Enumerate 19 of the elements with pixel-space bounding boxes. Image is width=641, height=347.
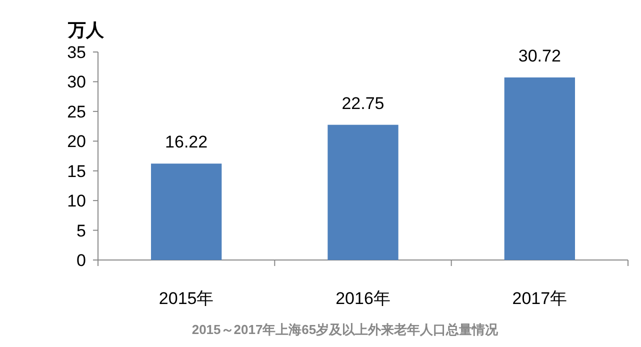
data-label: 16.22	[165, 132, 208, 152]
data-label: 22.75	[342, 94, 384, 113]
y-tick-label: 10	[67, 192, 86, 211]
y-tick-label: 25	[67, 102, 86, 122]
bar	[151, 164, 222, 260]
data-label: 30.72	[518, 46, 561, 66]
y-tick-label: 15	[67, 162, 86, 181]
y-tick-label: 0	[76, 251, 86, 270]
y-tick-label: 30	[67, 72, 86, 92]
y-axis-title: 万人	[67, 20, 105, 40]
bar	[504, 77, 575, 260]
x-tick-label: 2016年	[336, 289, 390, 308]
bar	[328, 124, 398, 260]
y-tick-label: 35	[67, 43, 86, 62]
text: 2015～2017年上海65岁及以上外来老年人口总量情况	[192, 322, 500, 337]
y-tick-label: 5	[76, 221, 86, 240]
x-tick-label: 2017年	[512, 289, 568, 308]
y-tick-label: 20	[67, 132, 86, 152]
x-tick-label: 2015年	[158, 289, 214, 308]
